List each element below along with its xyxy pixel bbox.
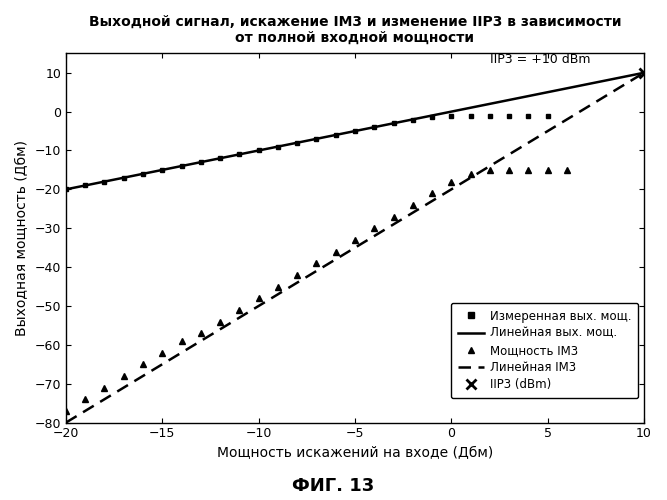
Y-axis label: Выходная мощность (Дбм): Выходная мощность (Дбм) [15,140,29,336]
Text: ФИГ. 13: ФИГ. 13 [292,477,375,495]
Text: IIP3 = +10 dBm: IIP3 = +10 dBm [490,52,590,66]
X-axis label: Мощность искажений на входе (Дбм): Мощность искажений на входе (Дбм) [217,446,493,460]
Title: Выходной сигнал, искажение IM3 и изменение IIP3 в зависимости
от полной входной : Выходной сигнал, искажение IM3 и изменен… [89,15,621,45]
Legend: Измеренная вых. мощ., Линейная вых. мощ., Мощность IM3, Линейная IM3, IIP3 (dBm): Измеренная вых. мощ., Линейная вых. мощ.… [451,302,638,398]
